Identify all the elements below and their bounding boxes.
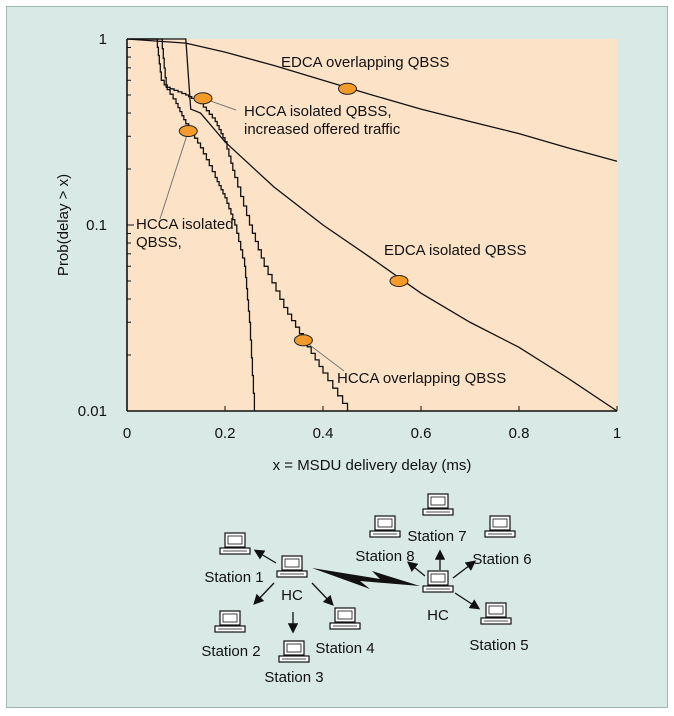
station-label: Station 2	[201, 643, 260, 660]
x-tick-label: 0.2	[215, 425, 236, 442]
hc-label: HC	[427, 607, 449, 624]
computer-icon	[329, 607, 361, 630]
y-tick-label: 1	[99, 31, 107, 48]
hc-label: HC	[281, 587, 303, 604]
series-line	[126, 38, 618, 162]
y-tick-label: 0.1	[86, 217, 107, 234]
annotation-label: HCCA isolated	[136, 216, 234, 233]
series-line	[127, 38, 618, 412]
computer-icon	[369, 515, 401, 538]
series-line	[127, 38, 256, 411]
annotation-label: EDCA isolated QBSS	[384, 242, 527, 259]
annotation-marker	[193, 92, 213, 105]
station-label: Station 3	[264, 669, 323, 686]
x-axis-label: x = MSDU delivery delay (ms)	[273, 457, 472, 474]
wireless-link	[312, 568, 420, 589]
link-arrow	[452, 560, 477, 579]
x-tick-label: 0.6	[411, 425, 432, 442]
link-arrow	[406, 561, 426, 577]
annotation-marker	[293, 334, 313, 347]
x-tick-label: 1	[613, 425, 621, 442]
annotation-label: HCCA isolated QBSS,	[244, 103, 392, 120]
annotation-leader	[303, 339, 345, 372]
y-axis-label: Prob(delay > x)	[55, 174, 72, 276]
y-tick-label: 0.01	[78, 403, 107, 420]
computer-icon	[219, 532, 251, 555]
station-label: Station 7	[407, 528, 466, 545]
link-arrow	[253, 582, 275, 605]
x-tick-label: 0.4	[313, 425, 334, 442]
computer-icon	[480, 602, 512, 625]
station-label: Station 8	[355, 548, 414, 565]
annotation-label: HCCA overlapping QBSS	[337, 370, 506, 387]
link-arrow	[253, 549, 277, 564]
computer-icon	[278, 640, 310, 663]
annotation-marker	[338, 82, 357, 95]
annotations: EDCA overlapping QBSS HCCA isolated QBSS,…	[136, 54, 527, 387]
x-tick-label: 0.8	[509, 425, 530, 442]
computer-icon	[276, 555, 308, 578]
computer-icon	[484, 515, 516, 538]
annotation-marker	[389, 274, 409, 287]
computer-icon	[214, 610, 246, 633]
link-arrow	[454, 592, 481, 610]
axis-ticks: 0 0.2 0.4 0.6 0.8 1 0.01 0.1 1	[78, 31, 621, 442]
computer-icon	[422, 493, 454, 516]
computer-icon	[422, 570, 454, 593]
link-arrow	[311, 582, 334, 606]
station-label: Station 4	[315, 640, 374, 657]
annotation-marker	[178, 125, 198, 138]
annotation-label: EDCA overlapping QBSS	[281, 54, 449, 71]
annotation-label-line2: QBSS,	[136, 234, 182, 251]
x-tick-label: 0	[123, 425, 131, 442]
station-label: Station 1	[204, 569, 263, 586]
station-label: Station 5	[469, 637, 528, 654]
annotation-leader	[159, 130, 189, 220]
station-label: Station 6	[472, 551, 531, 568]
annotation-label-line2: increased offered traffic	[244, 121, 401, 138]
